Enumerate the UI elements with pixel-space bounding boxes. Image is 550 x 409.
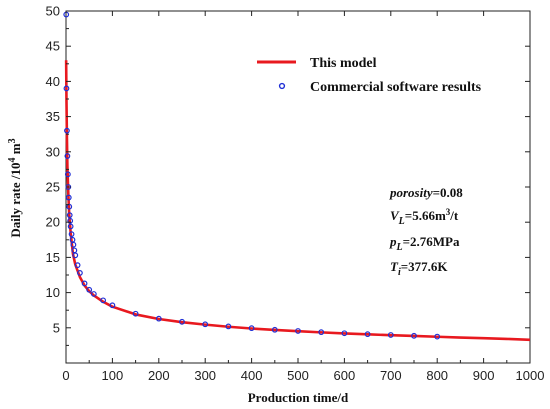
commercial-data-point [67,217,74,224]
commercial-data-point [66,203,73,210]
y-axis-title: Daily rate /104 m3 [7,138,23,237]
x-tick-label: 100 [102,368,124,383]
annotation-initial-temperature: Ti=377.6K [390,259,448,278]
commercial-data-point [67,223,74,230]
commercial-data-point [341,330,348,337]
parameter-annotations: porosity=0.08 VL=5.66m3/t pL=2.76MPa Ti=… [389,185,463,278]
commercial-data-point [179,318,185,325]
x-tick-label: 200 [148,368,170,383]
x-tick-label: 1000 [516,368,545,383]
y-tick-label: 45 [46,39,60,54]
axes: 0 100 200 300 400 500 600 700 800 900 1000 5 10 15 20 2… [46,4,545,384]
y-tick-label: 50 [46,4,60,19]
commercial-data-point [77,269,83,276]
x-tick-label: 800 [426,368,448,383]
x-axis-title: Production time/d [248,390,349,405]
x-tick-label: 600 [334,368,356,383]
commercial-data-point [64,127,70,134]
annotation-langmuir-volume: VL=5.66m3/t [390,207,459,227]
x-tick-label: 300 [194,368,216,383]
y-tick-label: 40 [46,74,60,89]
y-tick-label: 30 [46,144,60,159]
y-tick-label: 35 [46,109,60,124]
commercial-data-point [86,286,93,293]
commercial-data-point [72,252,79,259]
x-tick-label: 700 [380,368,402,383]
commercial-data-point [64,171,71,178]
commercial-data-point [81,280,88,287]
commercial-data-point [70,241,77,248]
y-tick-label: 15 [46,250,60,265]
commercial-data-point [271,326,278,333]
chart-marks [63,11,531,342]
commercial-data-point [225,323,232,330]
commercial-data-point [109,302,116,309]
commercial-data-point [318,329,325,336]
commercial-data-point [387,332,394,338]
commercial-data-point [66,212,73,219]
commercial-data-point [74,262,81,269]
annotation-langmuir-pressure: pL=2.76MPa [389,234,460,253]
annotation-porosity: porosity=0.08 [389,185,463,200]
commercial-data-point [90,291,97,297]
y-tick-label: 25 [46,180,60,195]
y-tick-label: 10 [46,285,60,300]
x-tick-label: 900 [473,368,495,383]
x-tick-label: 0 [62,368,69,383]
commercial-data-point [155,315,162,322]
legend: This model Commercial software results [257,56,482,95]
commercial-data-point [248,325,255,332]
commercial-data-point [100,297,107,304]
commercial-data-point [434,333,441,340]
x-tick-label: 400 [241,368,263,383]
x-tick-label: 500 [287,368,309,383]
y-tick-label: 20 [46,215,60,230]
commercial-data-point [411,332,417,339]
series-this-model-line [64,60,531,342]
legend-this-model-label: This model [310,56,377,71]
commercial-data-point [295,328,301,334]
commercial-data-point [202,321,209,328]
legend-commercial-label: Commercial software results [310,80,482,95]
commercial-data-point [364,331,371,338]
legend-commercial-swatch [278,82,286,90]
commercial-data-point [68,231,75,238]
commercial-data-point [63,85,70,92]
commercial-data-point [132,310,139,317]
commercial-data-point [65,194,72,201]
y-tick-label: 5 [53,320,60,335]
commercial-data-point [64,153,71,159]
